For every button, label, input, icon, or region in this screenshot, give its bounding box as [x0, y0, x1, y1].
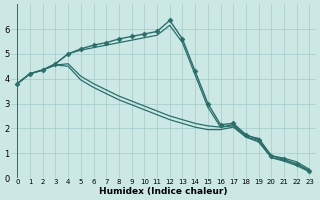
X-axis label: Humidex (Indice chaleur): Humidex (Indice chaleur) [99, 187, 228, 196]
